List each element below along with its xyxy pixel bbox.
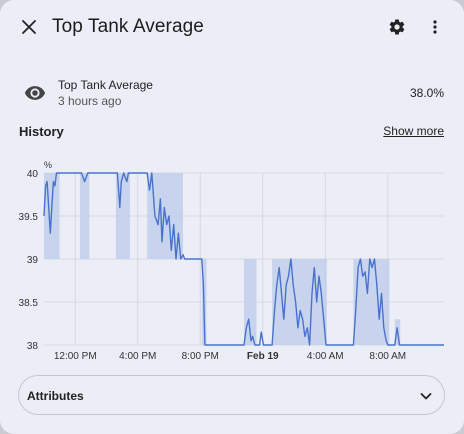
chevron-down-icon bbox=[420, 393, 432, 400]
more-vertical-icon bbox=[433, 20, 437, 34]
x-tick-label: 8:00 AM bbox=[369, 351, 406, 362]
gear-icon bbox=[389, 19, 405, 35]
history-title: History bbox=[19, 124, 64, 139]
eye-icon bbox=[24, 86, 46, 100]
range-band bbox=[272, 259, 327, 345]
y-tick-label: 40 bbox=[27, 169, 39, 180]
x-tick-label: 12:00 PM bbox=[54, 351, 97, 362]
y-tick-label: 39.5 bbox=[19, 212, 39, 223]
dialog-title: Top Tank Average bbox=[52, 16, 204, 37]
show-more-link[interactable]: Show more bbox=[383, 124, 444, 138]
range-band bbox=[353, 259, 390, 345]
series-line bbox=[43, 172, 444, 346]
unit-label: % bbox=[44, 160, 52, 170]
entity-row: Top Tank Average 3 hours ago 38.0% bbox=[0, 70, 464, 118]
y-tick-label: 38.5 bbox=[19, 298, 39, 309]
more-options-button[interactable] bbox=[418, 10, 452, 44]
entity-state: 38.0% bbox=[409, 86, 444, 100]
y-tick-label: 39 bbox=[27, 255, 39, 266]
history-chart[interactable]: 40 39.5 39 38.5 38% 12:00 PM 4:00 PM 8:00 PM Feb… bbox=[0, 150, 464, 370]
x-tick-label: 8:00 PM bbox=[182, 351, 219, 362]
y-tick-label: 38 bbox=[27, 341, 39, 352]
close-button[interactable] bbox=[12, 10, 46, 44]
attributes-label: Attributes bbox=[27, 389, 84, 403]
dialog-header: Top Tank Average bbox=[0, 0, 464, 56]
entity-last-changed: 3 hours ago bbox=[58, 94, 122, 108]
entity-name: Top Tank Average bbox=[58, 78, 153, 92]
range-band bbox=[79, 173, 90, 259]
x-tick-label: Feb 19 bbox=[247, 351, 279, 362]
settings-button[interactable] bbox=[380, 10, 414, 44]
x-tick-label: 4:00 AM bbox=[307, 351, 344, 362]
close-icon bbox=[22, 20, 36, 34]
x-tick-label: 4:00 PM bbox=[119, 351, 156, 362]
attributes-expander[interactable]: Attributes bbox=[18, 375, 445, 415]
